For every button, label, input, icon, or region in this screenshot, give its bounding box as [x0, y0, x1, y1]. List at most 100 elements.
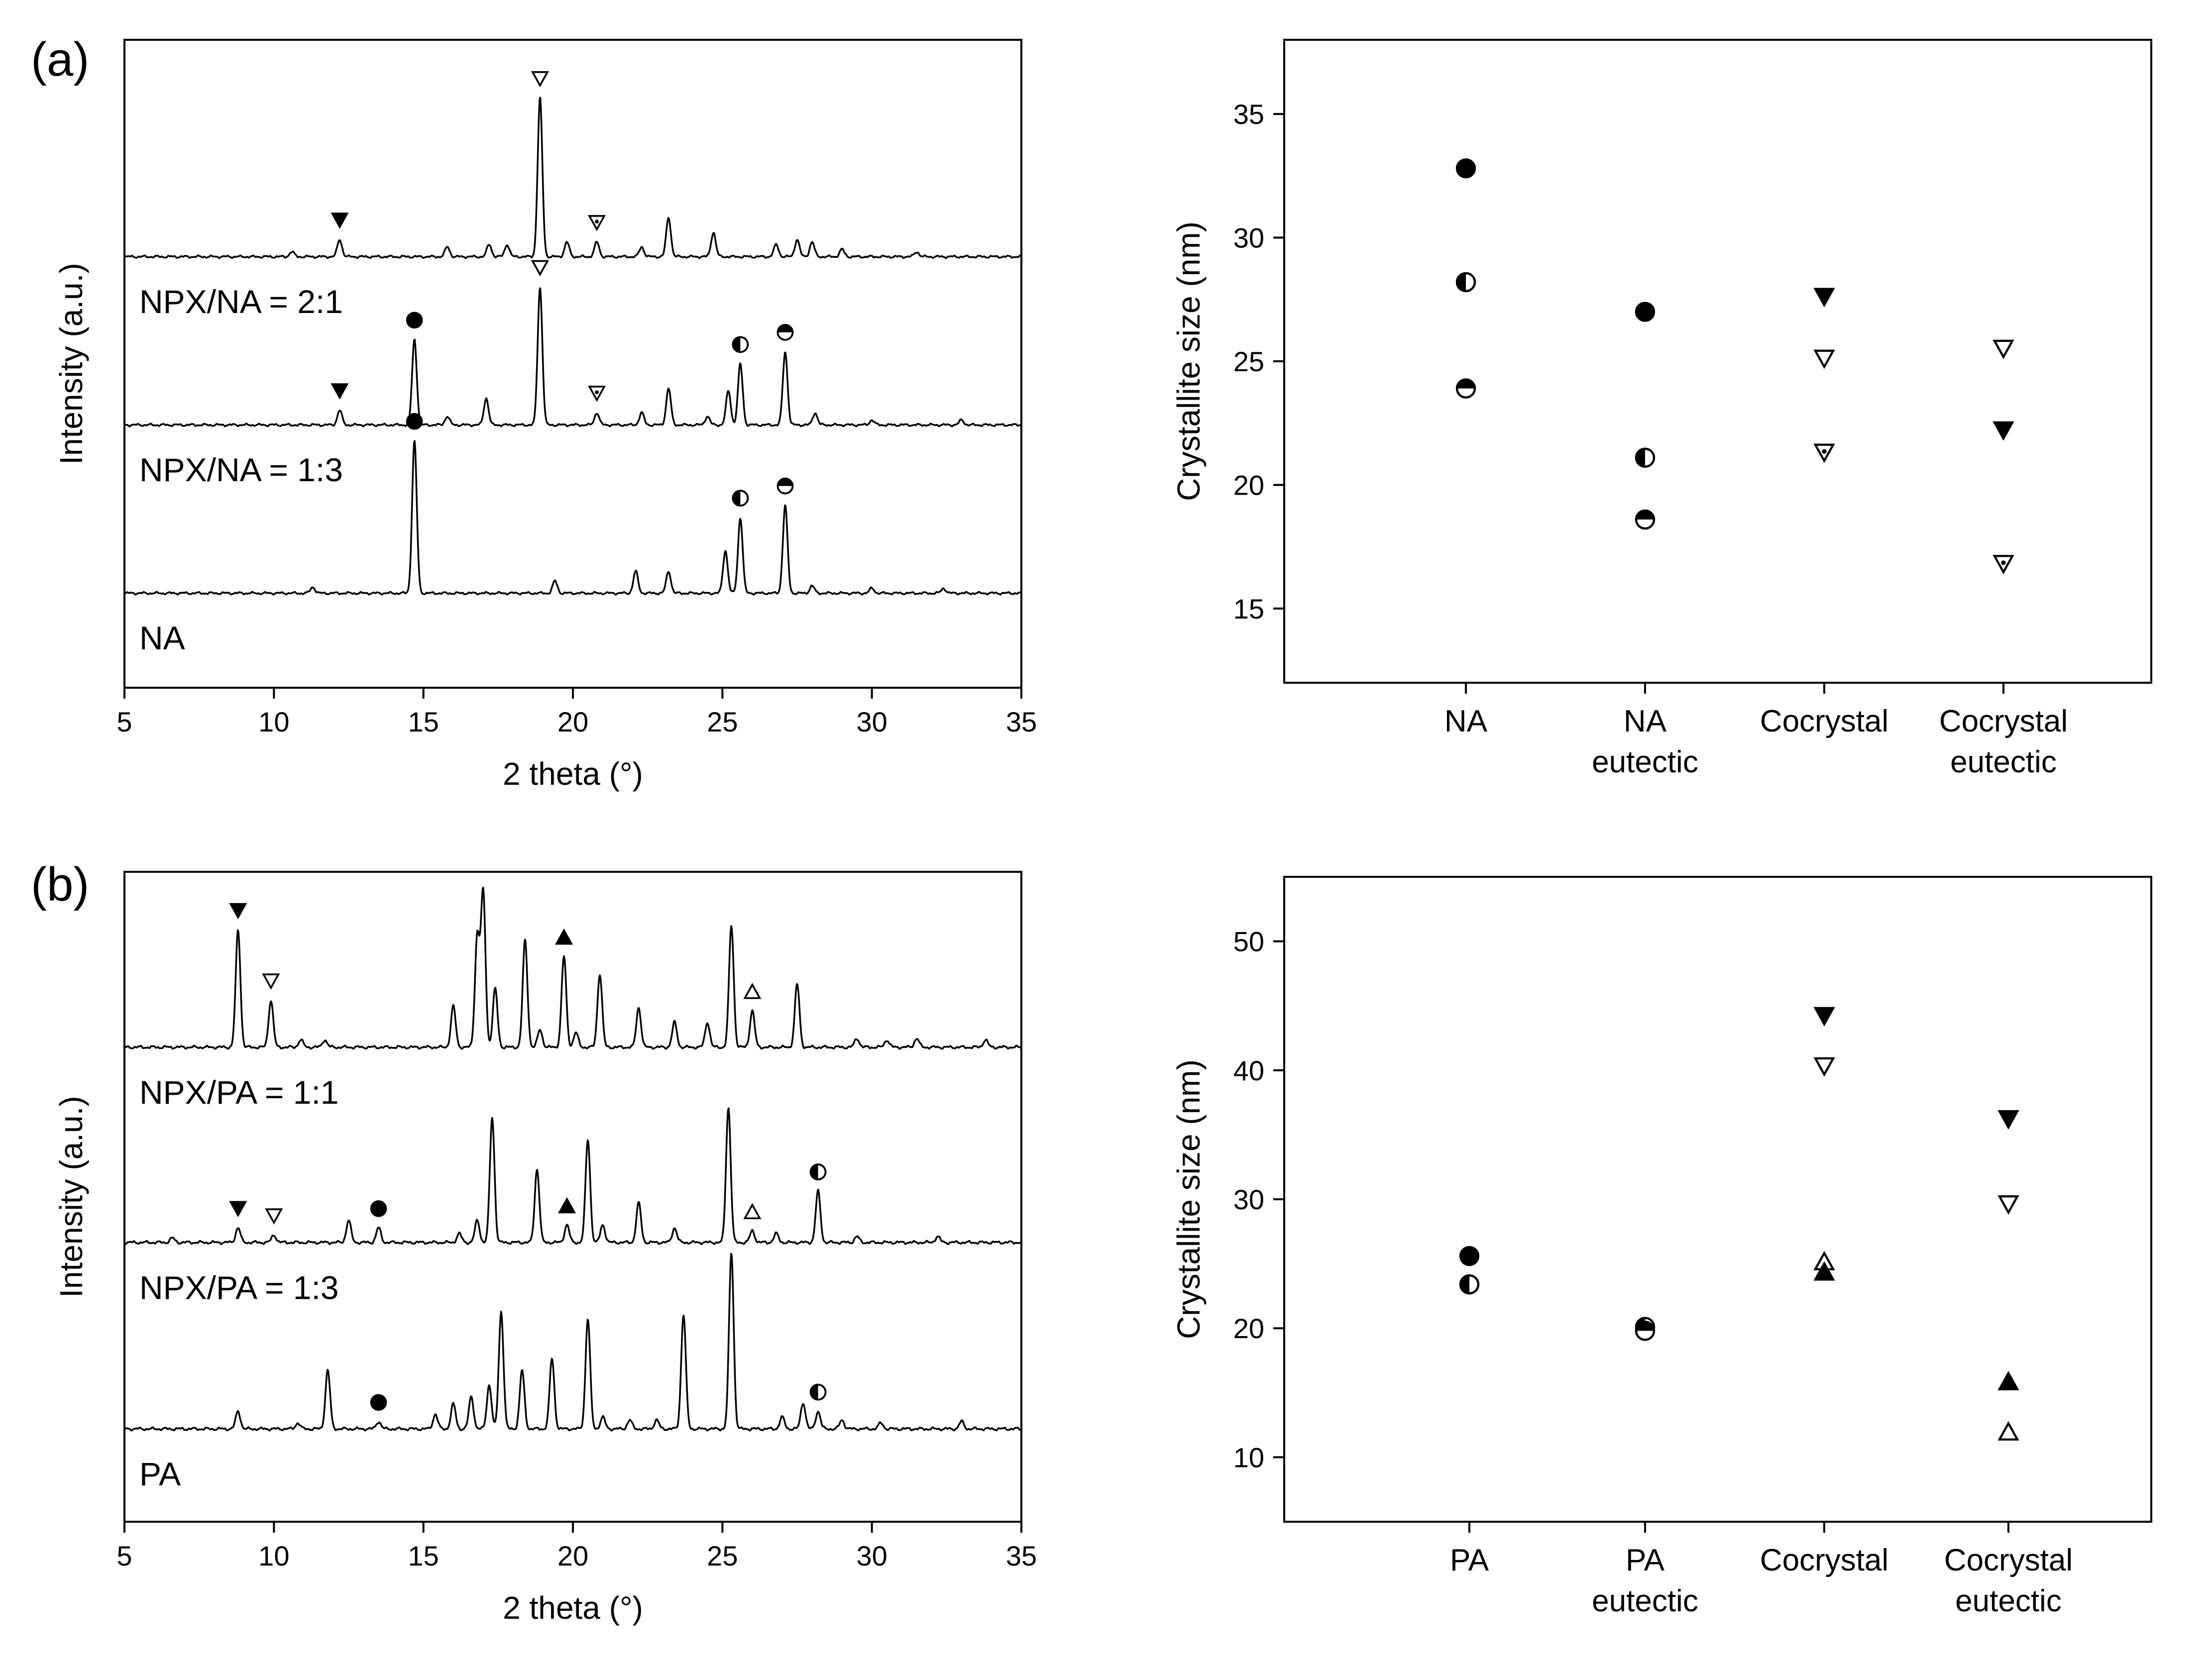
xrd-trace: [123, 97, 1022, 259]
y-tick-label: 10: [1233, 1442, 1264, 1473]
x-tick-label: 35: [1006, 1540, 1037, 1571]
y-axis-title: Intensity (a.u.): [53, 1096, 89, 1298]
peak-marker-dotted-triangle-down: [587, 386, 606, 402]
y-axis-title: Intensity (a.u.): [53, 263, 89, 465]
x-tick-label: 10: [258, 706, 289, 737]
xrd-series: NPX/PA = 1:1: [124, 886, 1022, 1111]
peak-marker-filled-circle: [370, 1394, 387, 1411]
category-label: NA: [1624, 704, 1667, 738]
peak-marker-open-triangle-down: [531, 71, 549, 88]
x-tick-label: 5: [116, 1540, 132, 1571]
y-tick-label: 20: [1233, 469, 1264, 501]
peak-marker-filled-circle: [406, 312, 423, 329]
y-axis-title: Crystallite size (nm): [1171, 1059, 1207, 1339]
y-axis-title: Crystallite size (nm): [1171, 221, 1207, 501]
category-label: PA: [1626, 1543, 1665, 1577]
size-point-filled-triangle-down: [1992, 421, 2014, 441]
size-point-filled-triangle-up: [1813, 1261, 1835, 1281]
y-tick-label: 25: [1233, 346, 1264, 377]
plot-frame: [1283, 39, 2152, 684]
x-tick-label: 25: [707, 1540, 738, 1571]
peak-marker-half-left-circle: [732, 336, 749, 353]
size-point-half-left-circle: [1635, 447, 1656, 468]
x-tick-label: 30: [857, 1540, 887, 1571]
peak-marker-open-triangle-up: [743, 983, 762, 999]
chart-b-xrd: 5 10 15 20 25 30 35 2 theta (°) Intensity (a.u.)…: [53, 871, 1037, 1626]
xrd-trace: [124, 886, 1022, 1050]
series-label: NPX/PA = 1:3: [139, 1269, 339, 1306]
chart-a-size: 15 20 25 30 35 Crystallite size (nm) NA NA eutec…: [1171, 39, 2152, 779]
peak-marker-filled-triangle-down: [331, 383, 349, 400]
x-tick-label: 20: [557, 706, 588, 737]
size-point-open-triangle-down: [1813, 1057, 1835, 1077]
category-label-line2: eutectic: [1955, 1584, 2062, 1618]
size-point-half-top-circle: [1635, 1321, 1656, 1341]
size-point-dotted-triangle-down: [1813, 443, 1835, 463]
y-tick-label: 35: [1233, 99, 1264, 130]
size-point-open-triangle-down: [1992, 339, 2014, 359]
plot-frame: [123, 871, 1022, 1523]
peak-marker-filled-triangle-up: [554, 928, 573, 945]
category-label-line2: eutectic: [1592, 1584, 1698, 1618]
xrd-series: NPX/PA = 1:3: [123, 1107, 1022, 1306]
peak-marker-open-triangle-down: [262, 973, 280, 990]
panel-b-label: (b): [31, 858, 89, 911]
xrd-series: NA: [124, 413, 1022, 656]
x-tick-label: 20: [557, 1540, 588, 1571]
xrd-trace: [124, 440, 1022, 596]
category-label: NA: [1444, 704, 1488, 738]
plot-frame: [1283, 876, 2152, 1523]
size-point-open-triangle-down: [1813, 349, 1835, 369]
peak-marker-half-left-circle: [732, 490, 749, 507]
peak-marker-open-triangle-down: [265, 1208, 283, 1225]
peak-marker-filled-triangle-down: [229, 1201, 247, 1218]
xrd-trace: [124, 1253, 1022, 1432]
peak-marker-filled-triangle-up: [557, 1197, 576, 1214]
category-label: Cocrystal: [1760, 704, 1888, 738]
x-tick-label: 25: [707, 706, 738, 737]
category-label: Cocrystal: [1944, 1543, 2073, 1577]
chart-a-xrd: 5 10 15 20 25 30 35 2 theta (°) Intensity (a.u.)…: [53, 39, 1037, 792]
peak-marker-filled-circle: [370, 1200, 387, 1217]
size-point-filled-triangle-up: [1997, 1370, 2019, 1390]
chart-b-size: 10 20 30 40 50 Crystallite size (nm) PA PA eutec…: [1171, 876, 2152, 1618]
xrd-trace: [123, 1107, 1022, 1246]
category-label: PA: [1450, 1543, 1489, 1577]
plot-frame: [123, 39, 1022, 689]
category-label: Cocrystal: [1760, 1543, 1888, 1577]
size-point-filled-triangle-down: [1813, 288, 1835, 308]
size-point-half-top-circle: [1635, 509, 1656, 530]
size-point-open-triangle-down: [1997, 1195, 2019, 1215]
x-tick-label: 5: [116, 706, 132, 737]
series-label: NA: [139, 620, 185, 656]
x-axis-title: 2 theta (°): [503, 1590, 643, 1626]
xrd-series: PA: [124, 1253, 1022, 1492]
x-tick-label: 35: [1006, 706, 1037, 737]
category-label-line2: eutectic: [1950, 745, 2057, 779]
peak-marker-filled-triangle-down: [331, 212, 349, 229]
panel-a-label: (a): [31, 33, 89, 86]
peak-marker-half-top-circle: [776, 324, 794, 341]
peak-marker-half-left-circle: [809, 1163, 827, 1180]
category-label: Cocrystal: [1939, 704, 2068, 738]
x-tick-label: 15: [408, 1540, 439, 1571]
size-point-filled-triangle-down: [1813, 1007, 1835, 1027]
peak-marker-dotted-triangle-down: [587, 215, 606, 231]
y-tick-label: 30: [1233, 1184, 1264, 1215]
xrd-series: NPX/NA = 2:1: [123, 71, 1022, 320]
category-label-line2: eutectic: [1592, 745, 1698, 779]
size-point-dotted-triangle-down: [1992, 555, 2014, 575]
peak-marker-filled-triangle-down: [229, 903, 247, 920]
xrd-trace: [124, 287, 1022, 427]
y-tick-label: 20: [1233, 1313, 1264, 1344]
size-point-filled-triangle-down: [1997, 1110, 2019, 1130]
series-label: PA: [139, 1456, 181, 1492]
xrd-series: NPX/NA = 1:3: [124, 260, 1022, 488]
size-point-filled-circle: [1635, 302, 1656, 322]
x-tick-label: 30: [857, 706, 887, 737]
series-label: NPX/PA = 1:1: [139, 1074, 339, 1111]
x-tick-label: 15: [408, 706, 439, 737]
y-tick-label: 40: [1233, 1055, 1264, 1086]
size-point-filled-circle: [1459, 1246, 1480, 1266]
